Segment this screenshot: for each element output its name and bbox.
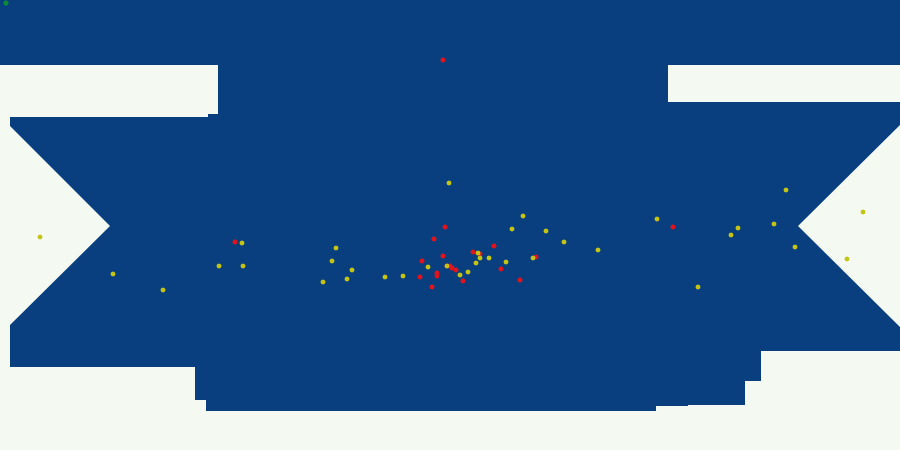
pellet-dot xyxy=(349,267,355,273)
enemy-dot xyxy=(670,224,676,230)
pellet-dot xyxy=(783,187,789,193)
pellet-dot xyxy=(216,263,222,269)
pellet-dot xyxy=(473,260,479,266)
pellet-dot xyxy=(530,255,536,261)
pellet-dot xyxy=(860,209,866,215)
pellet-dot xyxy=(844,256,850,262)
pellet-dot xyxy=(695,284,701,290)
enemy-dot xyxy=(517,277,523,283)
enemy-dot xyxy=(434,273,440,279)
pellet-dot xyxy=(240,263,246,269)
pellet-dot xyxy=(728,232,734,238)
pellet-dot xyxy=(486,255,492,261)
enemy-dot xyxy=(470,249,476,255)
pellet-dot xyxy=(561,239,567,245)
pellet-dot xyxy=(320,279,326,285)
pellet-dot xyxy=(329,258,335,264)
enemy-layer xyxy=(232,57,676,290)
enemy-dot xyxy=(417,274,423,280)
pellet-dot xyxy=(520,213,526,219)
pellet-dot xyxy=(475,250,481,256)
pellet-dot xyxy=(735,225,741,231)
arena-playfield xyxy=(0,0,900,411)
enemy-dot xyxy=(431,236,437,242)
enemy-dot xyxy=(232,239,238,245)
pellet-dot xyxy=(400,273,406,279)
enemy-dot xyxy=(453,267,459,273)
pellet-dot xyxy=(465,269,471,275)
player-dot xyxy=(3,0,9,6)
pellet-dot xyxy=(160,287,166,293)
pellet-dot xyxy=(503,259,509,265)
pellet-layer xyxy=(37,180,866,293)
pellet-dot xyxy=(333,245,339,251)
pellet-dot xyxy=(654,216,660,222)
pellet-dot xyxy=(477,255,483,261)
enemy-dot xyxy=(440,253,446,259)
enemy-dot xyxy=(498,266,504,272)
enemy-dot xyxy=(440,57,446,63)
pellet-dot xyxy=(595,247,601,253)
pellet-dot xyxy=(425,264,431,270)
pellet-dot xyxy=(457,272,463,278)
pellet-dot xyxy=(771,221,777,227)
pellet-dot xyxy=(543,228,549,234)
pellet-dot xyxy=(382,274,388,280)
enemy-dot xyxy=(491,243,497,249)
enemy-dot xyxy=(442,224,448,230)
pellet-dot xyxy=(239,240,245,246)
enemy-dot xyxy=(460,278,466,284)
pellet-dot xyxy=(37,234,43,240)
pellet-dot xyxy=(446,180,452,186)
pellet-dot xyxy=(344,276,350,282)
pellet-dot xyxy=(444,263,450,269)
enemy-dot xyxy=(419,258,425,264)
pellet-dot xyxy=(792,244,798,250)
pellet-dot xyxy=(509,226,515,232)
pellet-dot xyxy=(110,271,116,277)
enemy-dot xyxy=(429,284,435,290)
